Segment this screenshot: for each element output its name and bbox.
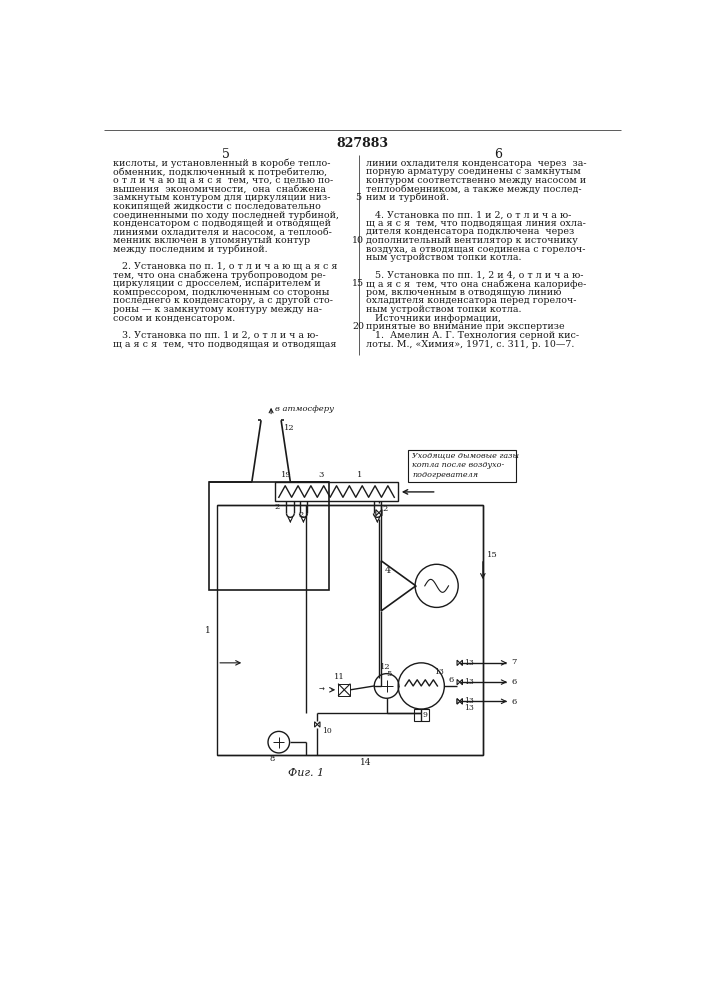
Text: 1: 1 — [205, 626, 211, 635]
Text: 6: 6 — [448, 676, 453, 684]
Text: щ а я с я  тем, что подводящая линия охла-: щ а я с я тем, что подводящая линия охла… — [366, 219, 585, 228]
Text: роны — к замкнутому контуру между на-: роны — к замкнутому контуру между на- — [113, 305, 322, 314]
Text: 1.  Амелин А. Г. Технология серной кис-: 1. Амелин А. Г. Технология серной кис- — [366, 331, 579, 340]
Text: 10: 10 — [322, 727, 332, 735]
Text: в атмосферу: в атмосферу — [275, 405, 334, 413]
Text: 12: 12 — [284, 424, 295, 432]
Bar — [275, 482, 398, 501]
Text: ным устройством топки котла.: ным устройством топки котла. — [366, 253, 521, 262]
Text: 15: 15 — [352, 279, 364, 288]
Text: 2: 2 — [382, 505, 388, 513]
Text: охладителя конденсатора перед горелоч-: охладителя конденсатора перед горелоч- — [366, 296, 576, 305]
Polygon shape — [460, 699, 462, 704]
Text: компрессором, подключенным со стороны: компрессором, подключенным со стороны — [113, 288, 329, 297]
Text: дителя конденсатора подключена  через: дителя конденсатора подключена через — [366, 227, 574, 236]
Text: порную арматуру соединены с замкнутым: порную арматуру соединены с замкнутым — [366, 167, 580, 176]
Text: ным устройством топки котла.: ным устройством топки котла. — [366, 305, 521, 314]
Polygon shape — [376, 510, 379, 516]
Text: 14: 14 — [360, 758, 371, 767]
Text: кислоты, и установленный в коробе тепло-: кислоты, и установленный в коробе тепло- — [113, 158, 331, 168]
Text: соединенными по ходу последней турбиной,: соединенными по ходу последней турбиной, — [113, 210, 339, 220]
Text: ром, включенным в отводящую линию: ром, включенным в отводящую линию — [366, 288, 561, 297]
Text: кокипящей жидкости с последовательно: кокипящей жидкости с последовательно — [113, 202, 321, 211]
Text: 9: 9 — [423, 711, 428, 719]
Text: о т л и ч а ю щ а я с я  тем, что, с целью по-: о т л и ч а ю щ а я с я тем, что, с цель… — [113, 176, 334, 185]
Polygon shape — [317, 722, 320, 727]
Text: 13: 13 — [464, 697, 474, 705]
Polygon shape — [460, 660, 462, 666]
Text: 6: 6 — [511, 678, 517, 686]
Text: 6: 6 — [511, 698, 517, 706]
Text: 2: 2 — [274, 503, 280, 511]
Polygon shape — [457, 699, 460, 704]
Text: вышения  экономичности,  она  снабжена: вышения экономичности, она снабжена — [113, 184, 326, 193]
Text: воздуха, а отводящая соединена с горелоч-: воздуха, а отводящая соединена с горелоч… — [366, 245, 585, 254]
Text: →: → — [318, 687, 325, 693]
Text: конденсатором с подводящей и отводящей: конденсатором с подводящей и отводящей — [113, 219, 332, 228]
Text: 12: 12 — [380, 663, 390, 671]
Text: 827883: 827883 — [336, 137, 388, 150]
Text: Источники информации,: Источники информации, — [366, 314, 501, 323]
Text: 6: 6 — [494, 148, 502, 161]
Text: лоты. М., «Химия», 1971, с. 311, р. 10—7.: лоты. М., «Химия», 1971, с. 311, р. 10—7… — [366, 340, 574, 349]
Text: обменник, подключенный к потребителю,: обменник, подключенный к потребителю, — [113, 167, 327, 177]
Polygon shape — [460, 679, 462, 685]
Text: 13: 13 — [464, 678, 474, 686]
Text: Уходящие дымовые газы
котла после воздухо-
подогревателя: Уходящие дымовые газы котла после воздух… — [412, 452, 519, 479]
Text: замкнутым контуром для циркуляции низ-: замкнутым контуром для циркуляции низ- — [113, 193, 331, 202]
Text: 4: 4 — [385, 566, 391, 575]
Polygon shape — [379, 510, 382, 516]
Bar — [338, 684, 351, 696]
Text: между последним и турбиной.: между последним и турбиной. — [113, 245, 268, 254]
Bar — [217, 505, 483, 755]
Text: последнего к конденсатору, а с другой сто-: последнего к конденсатору, а с другой ст… — [113, 296, 333, 305]
Text: 5: 5 — [223, 148, 230, 161]
Text: 10: 10 — [352, 236, 364, 245]
Text: 13: 13 — [435, 668, 444, 676]
Text: 4. Установка по пп. 1 и 2, о т л и ч а ю-: 4. Установка по пп. 1 и 2, о т л и ч а ю… — [366, 210, 571, 219]
Text: 8: 8 — [270, 755, 275, 763]
Text: 13: 13 — [464, 659, 474, 667]
Text: 2. Установка по п. 1, о т л и ч а ю щ а я с я: 2. Установка по п. 1, о т л и ч а ю щ а … — [113, 262, 338, 271]
Text: дополнительный вентилятор к источнику: дополнительный вентилятор к источнику — [366, 236, 578, 245]
Text: 1: 1 — [357, 471, 362, 479]
Text: 3. Установка по пп. 1 и 2, о т л и ч а ю-: 3. Установка по пп. 1 и 2, о т л и ч а ю… — [113, 331, 319, 340]
Polygon shape — [457, 660, 460, 666]
Text: 5. Установка по пп. 1, 2 и 4, о т л и ч а ю-: 5. Установка по пп. 1, 2 и 4, о т л и ч … — [366, 271, 583, 280]
Text: 20: 20 — [352, 322, 364, 331]
Text: 11: 11 — [334, 673, 345, 681]
Text: циркуляции с дросселем, испарителем и: циркуляции с дросселем, испарителем и — [113, 279, 321, 288]
Text: 19: 19 — [281, 471, 292, 479]
Polygon shape — [460, 699, 462, 704]
Text: линии охладителя конденсатора  через  за-: линии охладителя конденсатора через за- — [366, 158, 586, 167]
Text: линиями охладителя и насосом, а теплооб-: линиями охладителя и насосом, а теплооб- — [113, 227, 332, 236]
Polygon shape — [457, 699, 460, 704]
Text: 2: 2 — [298, 511, 303, 519]
Bar — [209, 482, 329, 590]
Text: менник включен в упомянутый контур: менник включен в упомянутый контур — [113, 236, 310, 245]
Text: принятые во внимание при экспертизе: принятые во внимание при экспертизе — [366, 322, 564, 331]
Text: щ а я с я  тем, что подводящая и отводящая: щ а я с я тем, что подводящая и отводяща… — [113, 340, 337, 349]
Text: 7: 7 — [511, 658, 517, 666]
Text: 5: 5 — [387, 670, 392, 678]
Text: щ а я с я  тем, что она снабжена калорифе-: щ а я с я тем, что она снабжена калорифе… — [366, 279, 586, 289]
Text: 15: 15 — [486, 551, 498, 559]
Text: сосом и конденсатором.: сосом и конденсатором. — [113, 314, 235, 323]
Polygon shape — [457, 679, 460, 685]
Text: 5: 5 — [355, 193, 361, 202]
Bar — [408, 450, 516, 482]
Text: теплообменником, а также между послед-: теплообменником, а также между послед- — [366, 184, 581, 194]
Text: тем, что она снабжена трубопроводом ре-: тем, что она снабжена трубопроводом ре- — [113, 271, 326, 280]
Bar — [414, 709, 429, 721]
Text: 3: 3 — [318, 471, 324, 479]
Text: Фиг. 1: Фиг. 1 — [288, 768, 324, 778]
Text: ним и турбиной.: ним и турбиной. — [366, 193, 449, 202]
Text: контуром соответственно между насосом и: контуром соответственно между насосом и — [366, 176, 586, 185]
Text: 13: 13 — [464, 704, 474, 712]
Polygon shape — [315, 722, 317, 727]
